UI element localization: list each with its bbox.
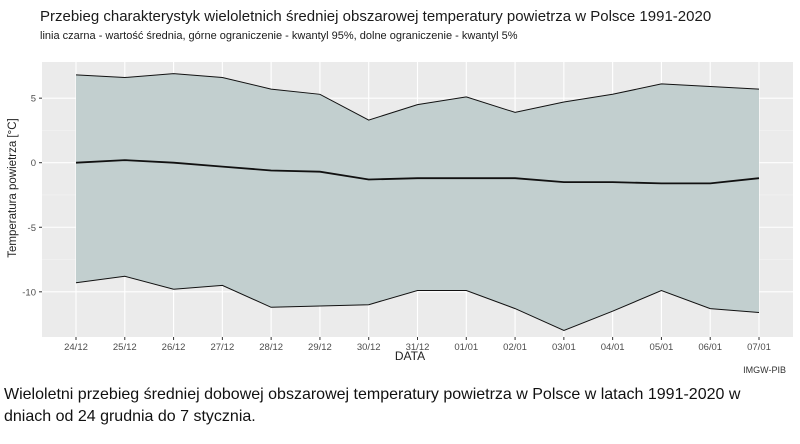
y-tick-label: 0 xyxy=(31,158,36,169)
chart-subtitle: linia czarna - wartość średnia, górne og… xyxy=(40,30,518,42)
series-line-q95 xyxy=(75,73,760,121)
figure-caption: Wieloletni przebieg średniej dobowej obs… xyxy=(4,386,741,425)
x-tick-label: 02/01 xyxy=(503,342,527,353)
x-tick-label: 25/12 xyxy=(113,342,137,353)
source-credit: IMGW-PIB xyxy=(743,365,786,375)
x-tick-label: 29/12 xyxy=(308,342,332,353)
x-tick-label: 06/01 xyxy=(698,342,722,353)
quantile-band xyxy=(76,73,759,331)
x-tick-label: 03/01 xyxy=(552,342,576,353)
chart-title: Przebieg charakterystyk wieloletnich śre… xyxy=(40,8,712,25)
y-tick-label: -10 xyxy=(22,287,36,298)
x-tick-label: 01/01 xyxy=(454,342,478,353)
x-tick-label: 07/01 xyxy=(747,342,771,353)
x-tick-label: 30/12 xyxy=(357,342,381,353)
x-tick-label: 27/12 xyxy=(210,342,234,353)
x-tick-label: 31/12 xyxy=(406,342,430,353)
x-tick-label: 28/12 xyxy=(259,342,283,353)
y-tick-label: 5 xyxy=(31,94,36,105)
chart-plot: 5 0 -5 -10 24/12 25/12 26/12 27/12 28/12 29/12 30/… xyxy=(22,62,793,353)
x-tick-label: 04/01 xyxy=(601,342,625,353)
x-tick-label: 26/12 xyxy=(162,342,186,353)
x-tick-label: 05/01 xyxy=(650,342,674,353)
x-axis-label: DATA xyxy=(394,349,426,363)
series-line-q5 xyxy=(75,275,760,332)
y-tick-label: -5 xyxy=(28,223,36,234)
y-axis-label: Temperatura powietrza [°C] xyxy=(7,118,19,258)
x-tick-label: 24/12 xyxy=(64,342,88,353)
series-line-mean xyxy=(75,159,760,185)
